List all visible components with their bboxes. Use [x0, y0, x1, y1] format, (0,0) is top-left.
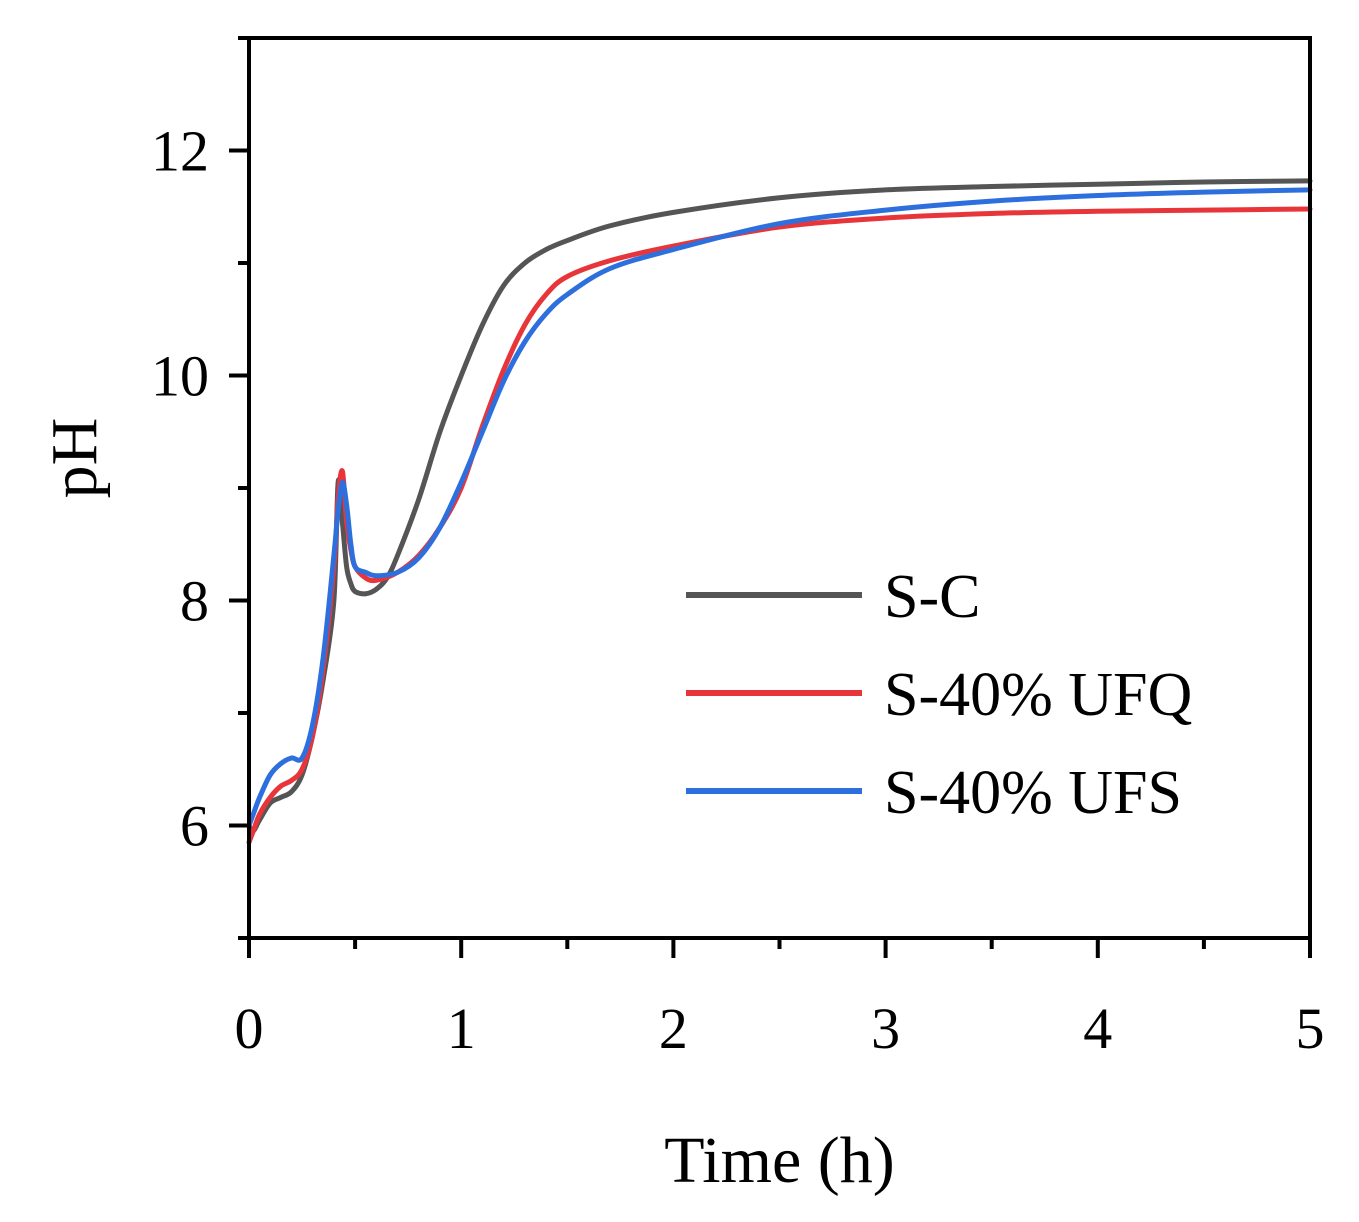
legend: S-C S-40% UFQ S-40% UFS	[686, 563, 1192, 827]
y-tick-label: 8	[180, 569, 209, 634]
x-tick-label: 3	[871, 996, 900, 1061]
x-axis-title: Time (h)	[664, 1124, 894, 1197]
series-line-1	[246, 178, 1313, 834]
legend-label-2: S-40% UFQ	[884, 661, 1192, 729]
series-line-3	[246, 187, 1313, 828]
x-tick-label: 1	[447, 996, 476, 1061]
x-axis-ticks: 0 1 2 3 4 5	[235, 938, 1325, 1061]
series-group	[246, 178, 1313, 845]
legend-label-3: S-40% UFS	[884, 759, 1182, 827]
legend-label-1: S-C	[884, 563, 980, 631]
y-axis-ticks: 6 8 10 12	[151, 36, 249, 940]
x-tick-label: 0	[235, 996, 264, 1061]
x-tick-label: 2	[659, 996, 688, 1061]
y-tick-label: 10	[151, 344, 209, 409]
x-tick-label: 4	[1083, 996, 1112, 1061]
y-axis-title: pH	[38, 418, 111, 499]
y-tick-label: 12	[151, 119, 209, 184]
x-tick-label: 5	[1296, 996, 1325, 1061]
y-tick-label: 6	[180, 794, 209, 859]
